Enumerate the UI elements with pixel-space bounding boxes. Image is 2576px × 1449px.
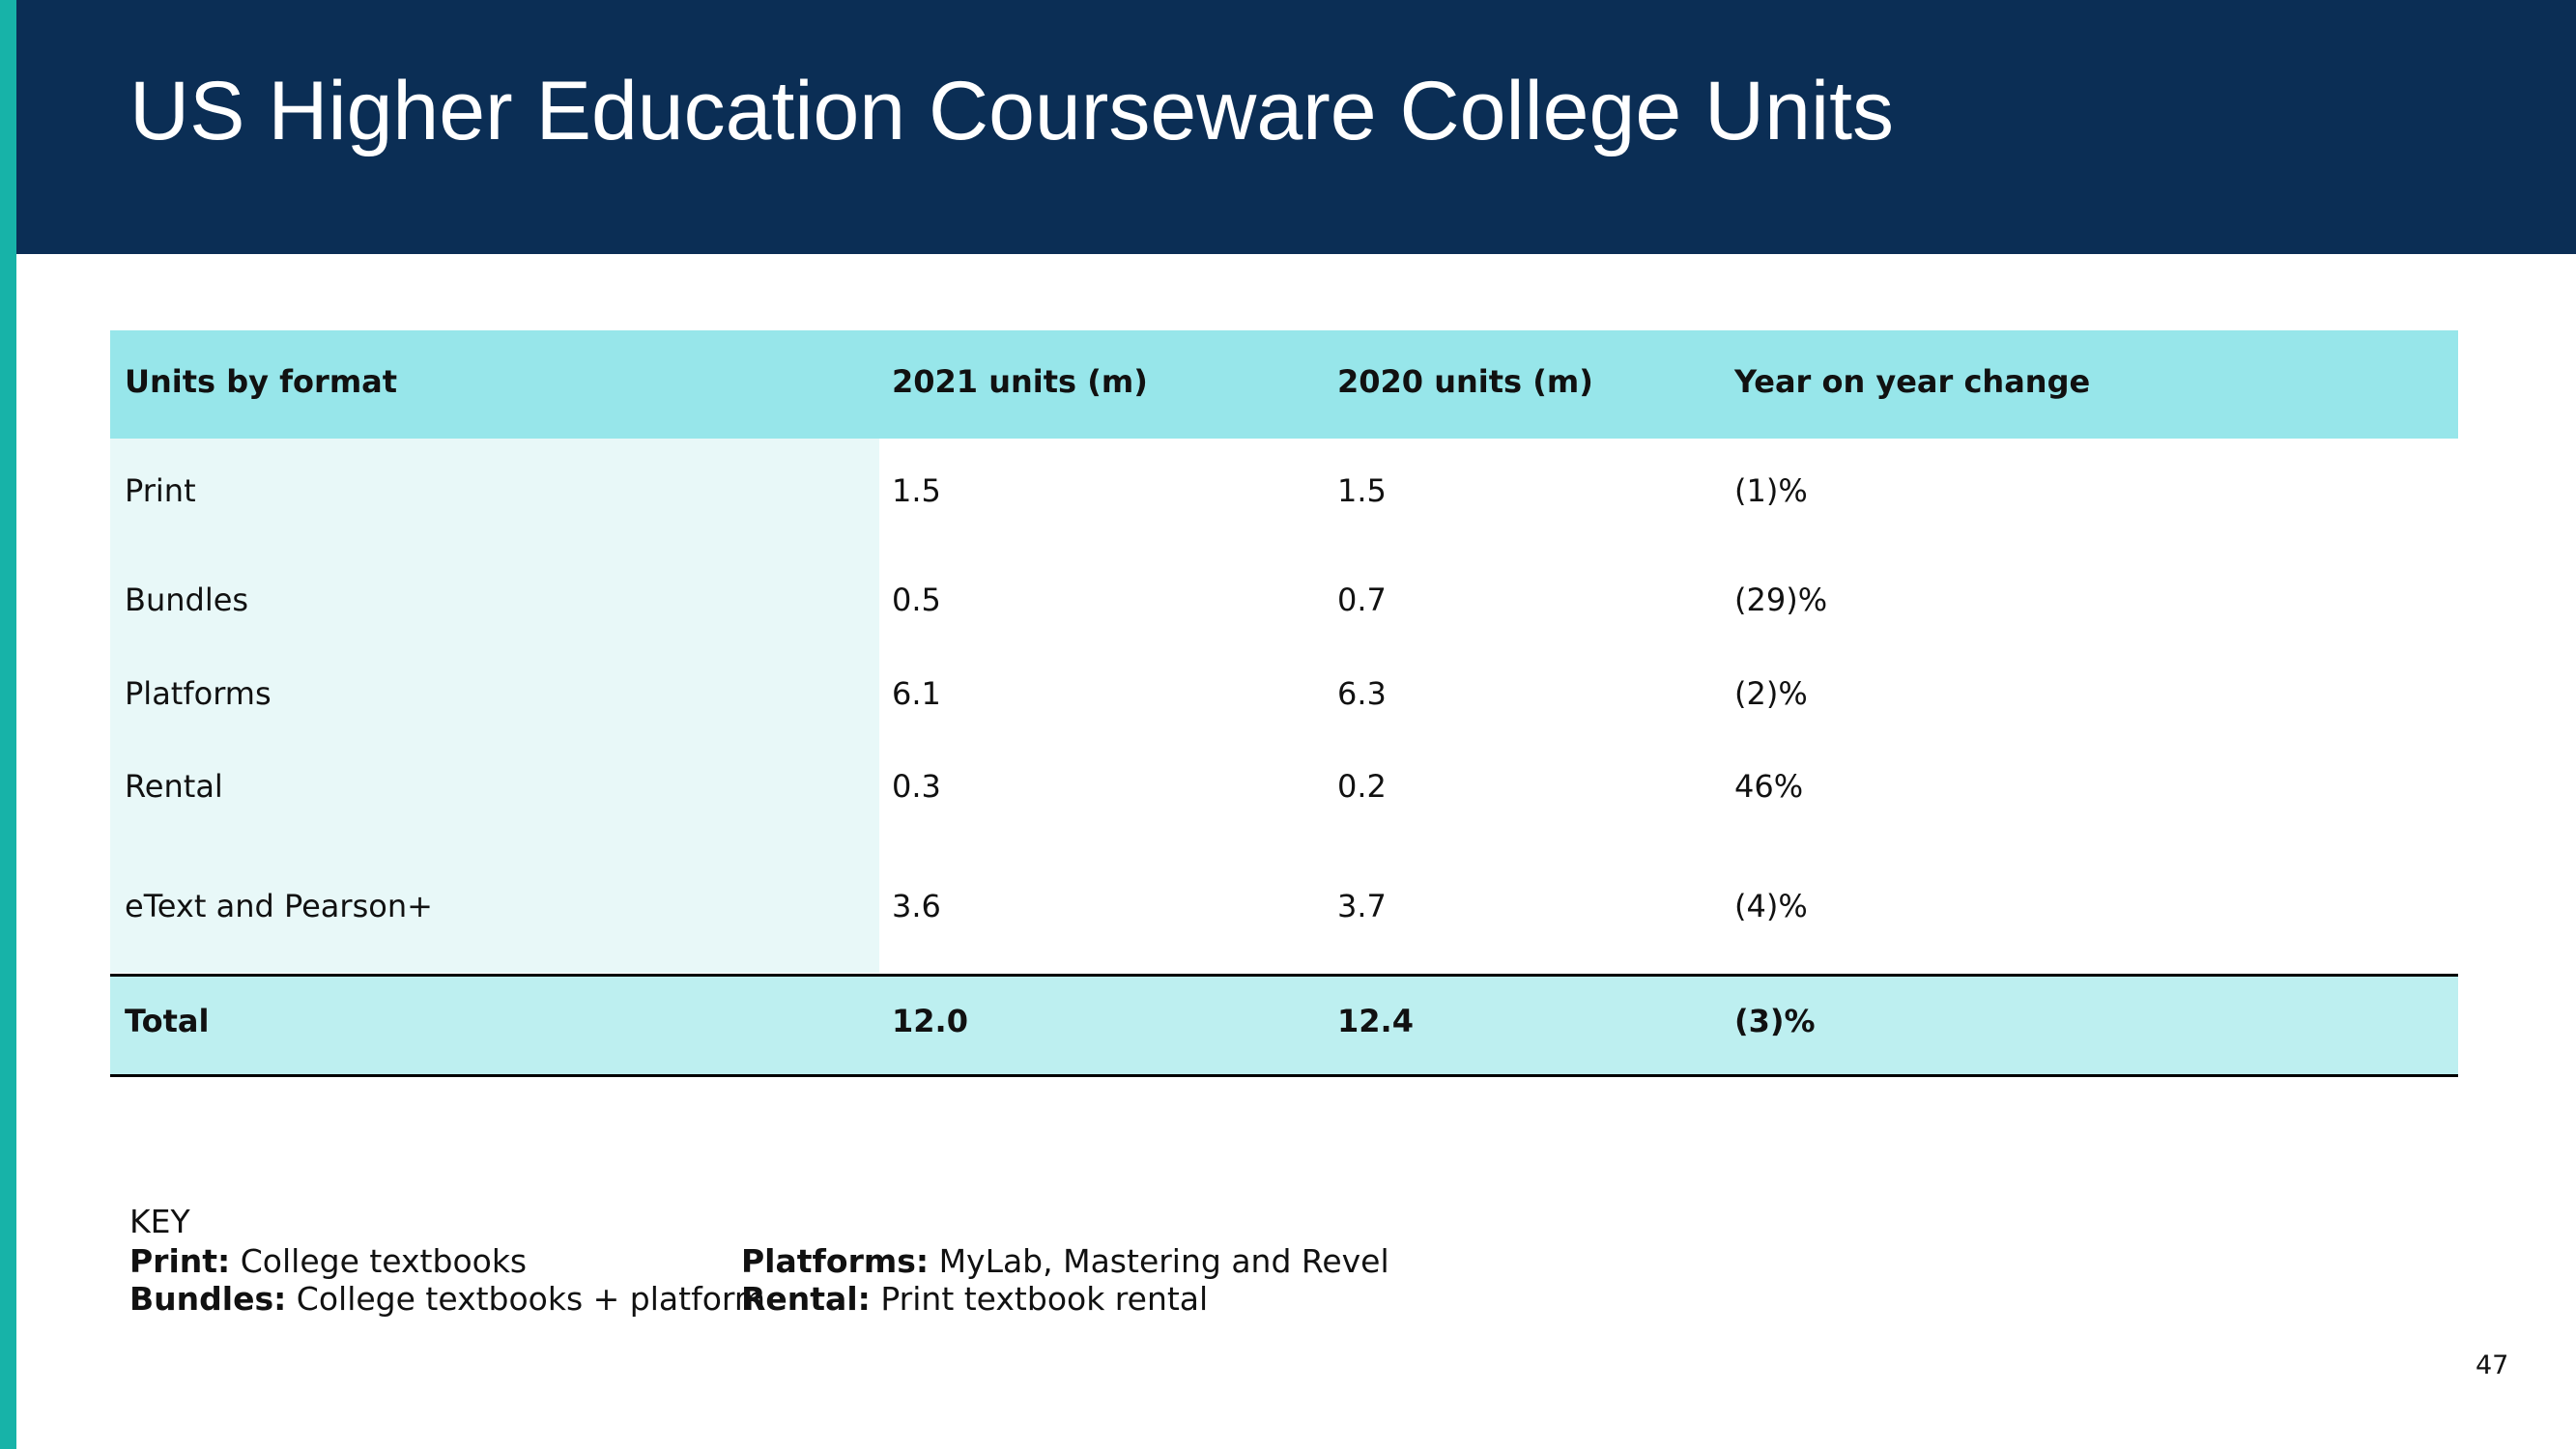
table-value: 0.2	[1337, 768, 1387, 805]
page-number: 47	[2476, 1350, 2509, 1380]
key-item: Platforms: MyLab, Mastering and Revel	[741, 1242, 1389, 1281]
key-desc: MyLab, Mastering and Revel	[938, 1242, 1389, 1280]
table-header-bg	[110, 330, 2458, 439]
title: US Higher Education Courseware College U…	[129, 65, 1894, 157]
row-label: Platforms	[125, 675, 272, 712]
table-value: 6.1	[892, 675, 941, 712]
table-value: (2)%	[1734, 675, 1808, 712]
table-value: (1)%	[1734, 472, 1808, 509]
key-term: Print:	[129, 1242, 231, 1280]
key-desc: Print textbook rental	[880, 1280, 1209, 1318]
key-term: Bundles:	[129, 1280, 287, 1318]
key-label: KEY	[129, 1203, 190, 1240]
row-label: Print	[125, 472, 196, 509]
column-header: 2020 units (m)	[1337, 363, 1593, 400]
total-cell: 12.0	[892, 1003, 968, 1039]
column-header: 2021 units (m)	[892, 363, 1148, 400]
table-value: 46%	[1734, 768, 1804, 805]
table-value: 3.7	[1337, 888, 1387, 924]
table-value: (4)%	[1734, 888, 1808, 924]
total-cell: (3)%	[1734, 1003, 1816, 1039]
table-value: 0.5	[892, 582, 941, 618]
total-cell: 12.4	[1337, 1003, 1414, 1039]
key-item: Rental: Print textbook rental	[741, 1280, 1208, 1319]
table-value: 0.7	[1337, 582, 1387, 618]
table-value: 1.5	[892, 472, 941, 509]
column-header: Year on year change	[1734, 363, 2091, 400]
row-label: eText and Pearson+	[125, 888, 433, 924]
key-desc: College textbooks	[240, 1242, 528, 1280]
table-value: (29)%	[1734, 582, 1828, 618]
total-row-bg	[110, 974, 2458, 1077]
key-desc: College textbooks + platform	[296, 1280, 766, 1318]
table-value: 0.3	[892, 768, 941, 805]
first-column-bg	[110, 439, 879, 973]
row-label: Bundles	[125, 582, 249, 618]
table-value: 6.3	[1337, 675, 1387, 712]
row-label: Rental	[125, 768, 223, 805]
table-value: 3.6	[892, 888, 941, 924]
key-item: Bundles: College textbooks + platform	[129, 1280, 765, 1319]
key-term: Platforms:	[741, 1242, 930, 1280]
key-term: Rental:	[741, 1280, 871, 1318]
accent-bar	[0, 0, 16, 1449]
header-band	[16, 0, 2576, 254]
table-value: 1.5	[1337, 472, 1387, 509]
total-cell: Total	[125, 1003, 210, 1039]
key-item: Print: College textbooks	[129, 1242, 527, 1281]
column-header: Units by format	[125, 363, 398, 400]
